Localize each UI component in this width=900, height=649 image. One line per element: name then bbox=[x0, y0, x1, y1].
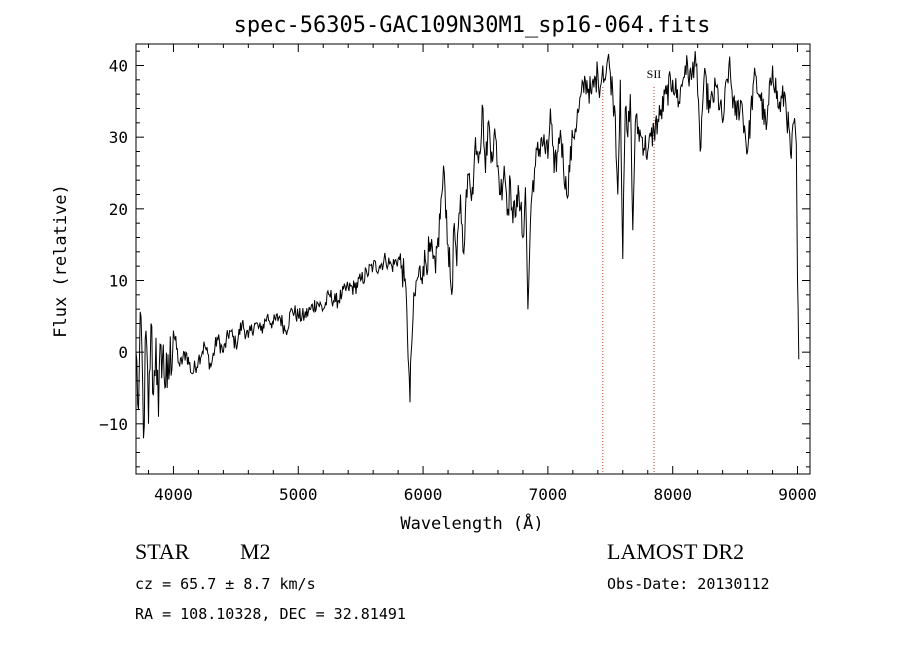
x-tick-label: 9000 bbox=[778, 485, 817, 504]
x-tick-label: 5000 bbox=[279, 485, 318, 504]
x-axis: 4000 5000 6000 7000 8000 9000 bbox=[147, 44, 817, 504]
y-tick-label: 40 bbox=[109, 57, 128, 76]
survey-label: LAMOST DR2 bbox=[607, 539, 744, 564]
y-tick-label: 10 bbox=[109, 272, 128, 291]
x-axis-label: Wavelength (Å) bbox=[400, 512, 543, 534]
object-class: STAR bbox=[135, 539, 190, 564]
object-subclass: M2 bbox=[240, 539, 271, 564]
coordinates: RA = 108.10328, DEC = 32.81491 bbox=[135, 605, 406, 623]
x-tick-label: 8000 bbox=[653, 485, 692, 504]
obs-date: Obs-Date: 20130112 bbox=[607, 575, 770, 593]
y-tick-label: 30 bbox=[109, 128, 128, 147]
y-axis: −10 0 10 20 30 40 bbox=[99, 50, 810, 468]
line-marker-label: SII bbox=[647, 67, 662, 81]
chart-title: spec-56305-GAC109N30M1_sp16-064.fits bbox=[234, 13, 711, 38]
redshift-line: cz = 65.7 ± 8.7 km/s bbox=[135, 575, 316, 593]
x-tick-label: 7000 bbox=[529, 485, 568, 504]
y-axis-label: Flux (relative) bbox=[51, 184, 71, 338]
line-markers: SII bbox=[602, 67, 662, 474]
x-tick-label: 6000 bbox=[404, 485, 443, 504]
y-tick-label: −10 bbox=[99, 415, 128, 434]
spectrum-line bbox=[135, 51, 800, 439]
x-tick-label: 4000 bbox=[154, 485, 193, 504]
y-tick-label: 20 bbox=[109, 200, 128, 219]
y-tick-label: 0 bbox=[118, 343, 128, 362]
